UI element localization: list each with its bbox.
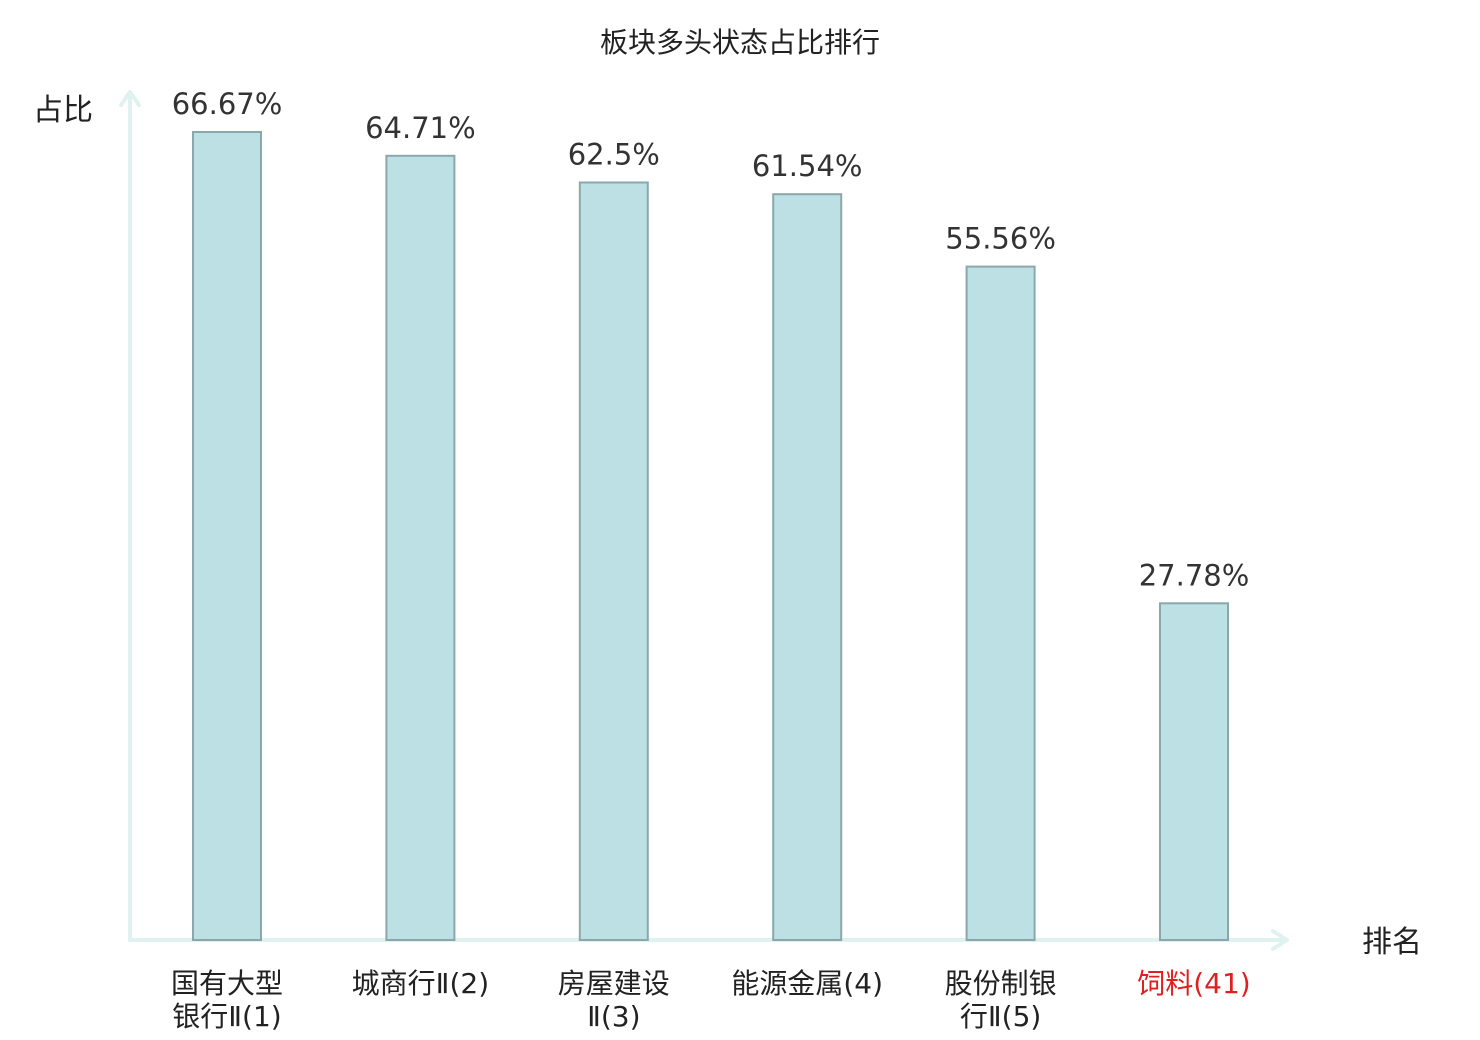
axes <box>119 90 1289 951</box>
category-label-3-line-2: Ⅱ(3) <box>587 1000 640 1033</box>
category-label-2-line-1: 城商行Ⅱ(2) <box>352 967 489 1000</box>
bar-2 <box>385 154 456 942</box>
category-label-3-line-1: 房屋建设 <box>558 967 670 1000</box>
x-axis-arrow <box>1271 929 1289 951</box>
bar-6 <box>1159 602 1229 941</box>
value-labels-group: 66.67% 64.71% 62.5% 61.54% 55.56% 27.78% <box>172 87 1250 592</box>
y-axis-label: 占比 <box>33 93 93 128</box>
category-label-1-line-2: 银行Ⅱ(1) <box>172 1000 281 1033</box>
value-label-3: 62.5% <box>568 138 660 172</box>
bar-1 <box>192 131 262 941</box>
value-label-1: 66.67% <box>172 87 283 121</box>
value-label-5: 55.56% <box>945 222 1056 256</box>
category-label-5-line-2: 行Ⅱ(5) <box>960 1000 1041 1033</box>
category-label-4-line-1: 能源金属(4) <box>731 967 883 1000</box>
bar-4 <box>772 193 843 941</box>
bar-3 <box>578 181 649 941</box>
value-label-2: 64.71% <box>365 111 476 145</box>
x-axis-label: 排名 <box>1362 925 1422 960</box>
chart-title: 板块多头状态占比排行 <box>600 26 880 59</box>
value-label-4: 61.54% <box>752 149 863 183</box>
bar-5 <box>965 265 1036 942</box>
category-label-6-line-1: 饲料(41) <box>1137 967 1250 1000</box>
category-label-5-line-1: 股份制银 <box>945 967 1057 1000</box>
category-label-1-line-1: 国有大型 <box>171 967 283 1000</box>
value-label-6: 27.78% <box>1139 558 1250 592</box>
y-axis-arrow <box>119 90 141 107</box>
bars-group <box>192 131 1229 942</box>
